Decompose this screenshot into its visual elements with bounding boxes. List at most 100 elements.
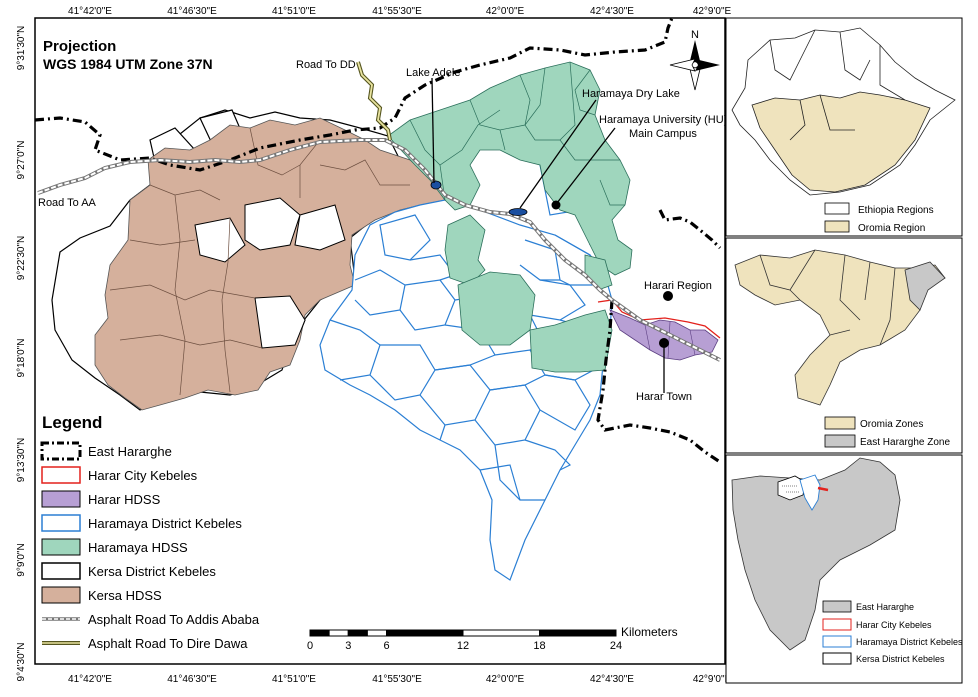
legend-swatch-oromia-zones xyxy=(824,416,856,430)
legend-swatch xyxy=(41,466,81,484)
scale-bar-tick-label: 0 xyxy=(307,640,313,652)
road-to-dd-label: Road To DD xyxy=(296,59,356,71)
inset-oromia-map xyxy=(734,249,946,406)
legend: Legend East Hararghe Harar City Kebeles Ha… xyxy=(40,413,260,651)
scale-bar-segment xyxy=(328,629,349,637)
axis-left-tick-label: 9°31'30"N xyxy=(16,26,27,71)
lake-adele-label: Lake Adele xyxy=(406,67,460,79)
legend-swatch xyxy=(41,538,81,556)
legend-swatch-inset-harar-city xyxy=(822,618,852,631)
legend-label-oromia-zones: Oromia Zones xyxy=(860,419,923,430)
legend-item: Harar City Kebeles xyxy=(41,466,198,484)
asphalt-road-to-dire-dawa xyxy=(356,61,392,141)
inset-ethiopia-legend: Ethiopia Regions Oromia Region xyxy=(824,202,934,234)
north-arrow-label: N xyxy=(691,29,699,41)
legend-label-inset-haramaya-district: Haramaya District Kebeles xyxy=(856,637,963,647)
inset-hararghe-legend: East Hararghe Harar City Kebeles Haramay… xyxy=(822,600,963,665)
legend-item: Kersa HDSS xyxy=(41,586,162,604)
axis-bottom-tick-label: 41°46'30"E xyxy=(167,674,217,685)
axis-left-tick-label: 9°4'30"N xyxy=(16,643,27,682)
scale-bar-tick-label: 12 xyxy=(457,640,469,652)
legend-item: Asphalt Road To Addis Ababa xyxy=(42,612,260,627)
legend-swatch-ethiopia-regions xyxy=(824,202,850,215)
annotation-pointers xyxy=(431,77,665,393)
legend-label: Kersa District Kebeles xyxy=(88,564,216,579)
legend-item: Kersa District Kebeles xyxy=(41,562,216,580)
harari-region-label: Harari Region xyxy=(644,280,712,292)
scale-bar-tick-label: 18 xyxy=(533,640,545,652)
legend-swatch-oromia-region xyxy=(824,220,850,233)
scale-bar-segment xyxy=(462,629,540,637)
axis-left-tick-label: 9°18'0"N xyxy=(16,339,27,378)
legend-label: Harar City Kebeles xyxy=(88,468,198,483)
hu-campus-label-line1: Haramaya University (HU) xyxy=(599,114,727,126)
axis-top-tick-label: 41°46'30"E xyxy=(167,6,217,17)
legend-label: Haramaya HDSS xyxy=(88,540,188,555)
legend-label-east-hararghe-zone: East Hararghe Zone xyxy=(860,437,950,448)
legend-label-oromia-region: Oromia Region xyxy=(858,223,925,234)
kersa-hdss-internal-boundaries xyxy=(109,127,410,396)
scale-bar-segment xyxy=(366,629,387,637)
scale-bar-segment xyxy=(347,629,368,637)
harar-town-label: Harar Town xyxy=(636,391,692,403)
legend-swatch-inset-haramaya-district xyxy=(822,635,852,648)
axis-top-tick-label: 41°51'0"E xyxy=(272,6,316,17)
axis-bottom-tick-label: 42°4'30"E xyxy=(590,674,634,685)
legend-item: Haramaya HDSS xyxy=(41,538,188,556)
east-hararghe-boundary xyxy=(34,17,722,464)
legend-item: East Hararghe xyxy=(40,441,172,461)
axis-bottom-tick-label: 41°42'0"E xyxy=(68,674,112,685)
haramaya-dry-lake xyxy=(508,208,528,216)
axis-bottom-tick-label: 41°51'0"E xyxy=(272,674,316,685)
legend-swatch xyxy=(41,490,81,508)
legend-label: East Hararghe xyxy=(88,444,172,459)
legend-swatch-east-hararghe-zone xyxy=(824,434,856,448)
kersa-hdss-area xyxy=(94,117,446,411)
legend-label: Kersa HDSS xyxy=(88,588,162,603)
harar-town-marker xyxy=(659,338,669,348)
north-arrow-icon: N xyxy=(669,29,720,91)
axis-left-tick-label: 9°27'0"N xyxy=(16,141,27,180)
legend-swatch xyxy=(41,514,81,532)
legend-swatch-inset-kersa-district xyxy=(822,652,852,665)
scale-bar-tick-label: 6 xyxy=(383,640,389,652)
hu-main-campus-marker xyxy=(551,200,561,210)
legend-swatch xyxy=(40,441,82,461)
axis-bottom-tick-label: 42°9'0"E xyxy=(693,674,732,685)
legend-label: Harar HDSS xyxy=(88,492,161,507)
haramaya-dry-lake-label: Haramaya Dry Lake xyxy=(582,88,680,100)
inset-ethiopia-map xyxy=(731,27,956,196)
harari-region-marker xyxy=(663,291,673,301)
inset-oromia-legend: Oromia Zones East Hararghe Zone xyxy=(824,416,950,448)
scale-bar-unit: Kilometers xyxy=(621,625,678,639)
projection-title: Projection xyxy=(43,38,116,55)
road-to-aa-label: Road To AA xyxy=(38,197,97,209)
legend-item: Haramaya District Kebeles xyxy=(41,514,242,532)
axis-top-tick-label: 41°42'0"E xyxy=(68,6,112,17)
inset-hararghe-map xyxy=(731,457,901,651)
legend-label: Asphalt Road To Addis Ababa xyxy=(88,612,260,627)
hu-campus-label-line2: Main Campus xyxy=(629,128,697,140)
legend-swatch-inset-east-hararghe xyxy=(822,600,852,613)
axis-top-tick-label: 42°0'0"E xyxy=(486,6,525,17)
axis-top-tick-label: 42°4'30"E xyxy=(590,6,634,17)
asphalt-road-to-addis-ababa xyxy=(37,138,721,362)
axis-left-tick-label: 9°13'30"N xyxy=(16,438,27,483)
legend-label-inset-east-hararghe: East Hararghe xyxy=(856,602,914,612)
coordinate-tick-labels: 41°42'0"E 41°46'30"E 41°51'0"E 41°55'30"E 42… xyxy=(16,6,732,685)
legend-title: Legend xyxy=(42,413,102,432)
haramaya-hdss-area xyxy=(387,61,633,373)
scale-bar-segment xyxy=(386,629,464,637)
legend-item: Asphalt Road To Dire Dawa xyxy=(42,636,248,651)
scale-bar-segment xyxy=(309,629,330,637)
legend-label-inset-kersa-district: Kersa District Kebeles xyxy=(856,654,945,664)
projection-system: WGS 1984 UTM Zone 37N xyxy=(43,56,213,72)
legend-label: Haramaya District Kebeles xyxy=(88,516,242,531)
scale-bar-segment xyxy=(539,629,617,637)
axis-bottom-tick-label: 42°0'0"E xyxy=(486,674,525,685)
legend-swatch xyxy=(41,586,81,604)
legend-item: Harar HDSS xyxy=(41,490,161,508)
lake-adele xyxy=(430,180,442,190)
